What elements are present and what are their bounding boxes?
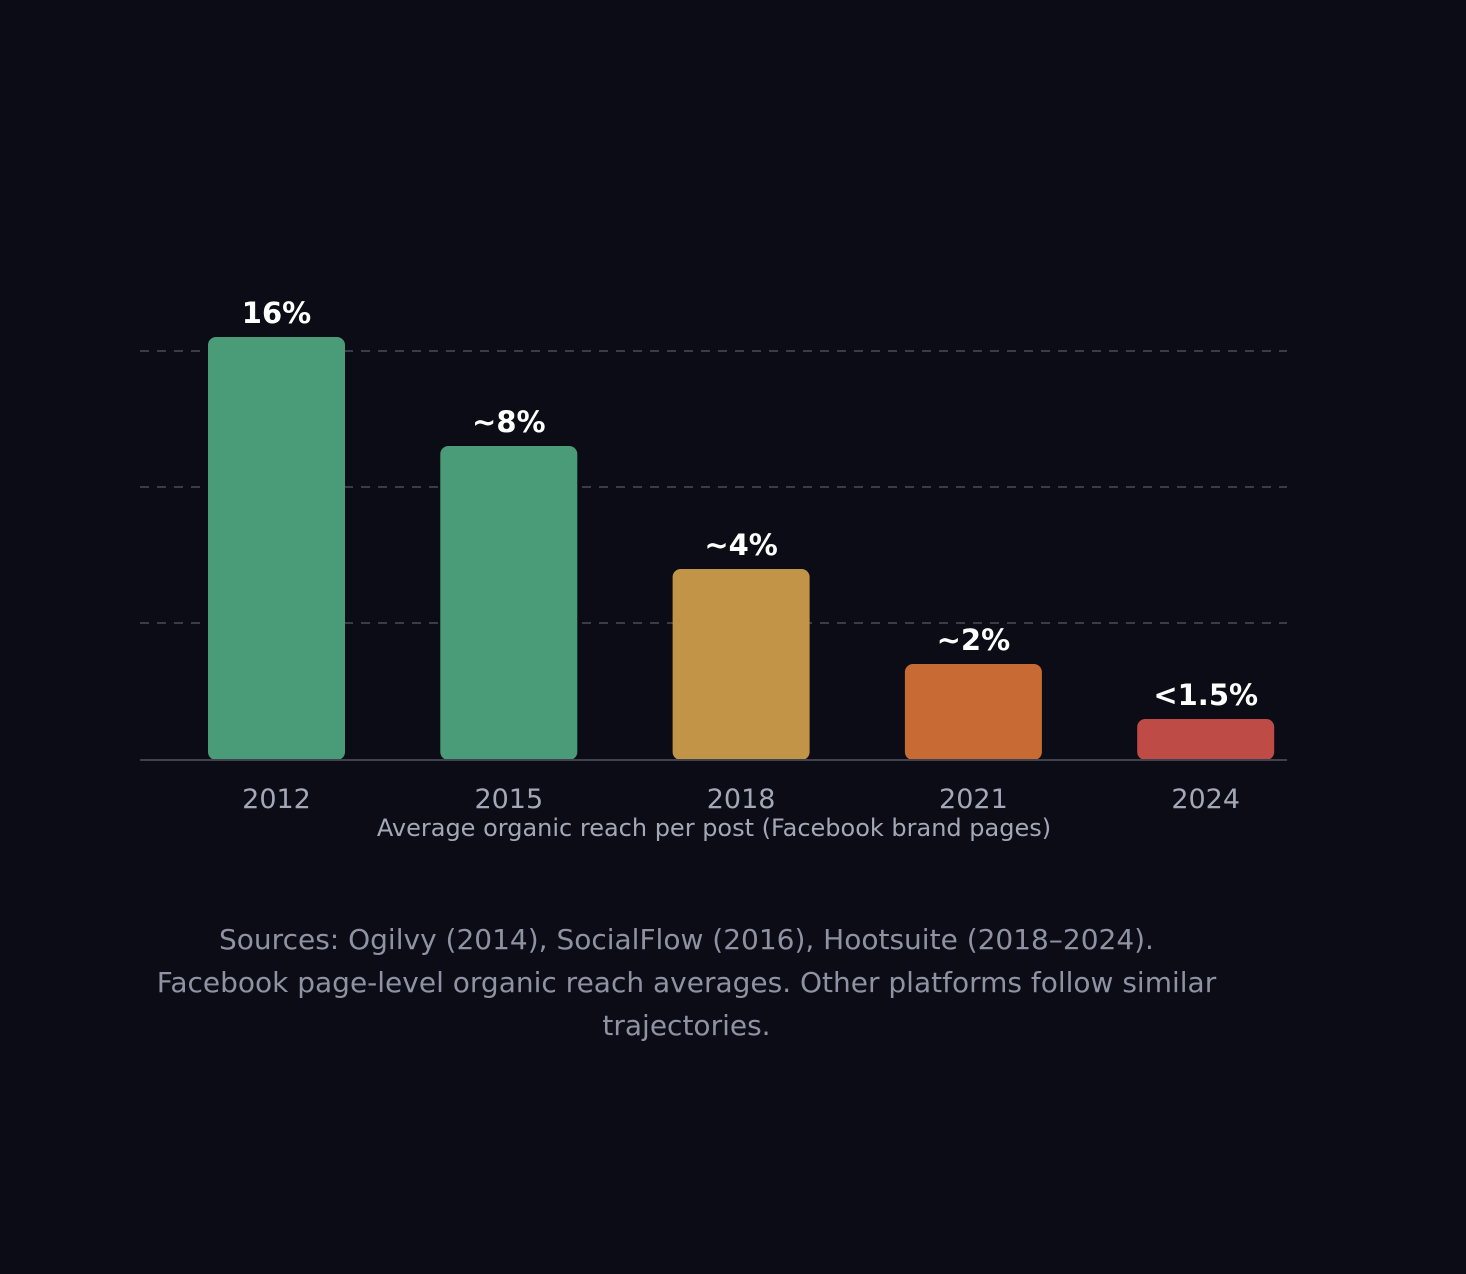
value-label-2021: ~2% (937, 623, 1011, 657)
value-label-2015: ~8% (472, 405, 546, 439)
bar-2021 (904, 664, 1042, 760)
x-tick-2024: 2024 (1171, 784, 1240, 815)
sources-footnote: Sources: Ogilvy (2014), SocialFlow (2016… (156, 923, 1217, 1042)
value-labels: 16% ~8% ~4% ~2% <1.5% (242, 296, 1258, 712)
x-axis-title: Average organic reach per post (Facebook… (377, 814, 1051, 842)
bar-2012 (208, 337, 345, 760)
bar-2015 (440, 446, 578, 760)
x-tick-2012: 2012 (242, 784, 311, 815)
value-label-2012: 16% (242, 296, 311, 330)
x-tick-2015: 2015 (474, 784, 543, 815)
bar-2018 (672, 569, 810, 760)
bars (208, 337, 1275, 760)
value-label-2018: ~4% (704, 528, 778, 562)
x-tick-2018: 2018 (707, 784, 776, 815)
x-tick-2021: 2021 (939, 784, 1008, 815)
bar-2024 (1137, 719, 1275, 760)
bar-chart: 16% ~8% ~4% ~2% <1.5% 2012 2015 2018 2021 2024 A… (140, 296, 1287, 842)
value-label-2024: <1.5% (1153, 678, 1258, 712)
x-tick-labels: 2012 2015 2018 2021 2024 (242, 784, 1240, 815)
